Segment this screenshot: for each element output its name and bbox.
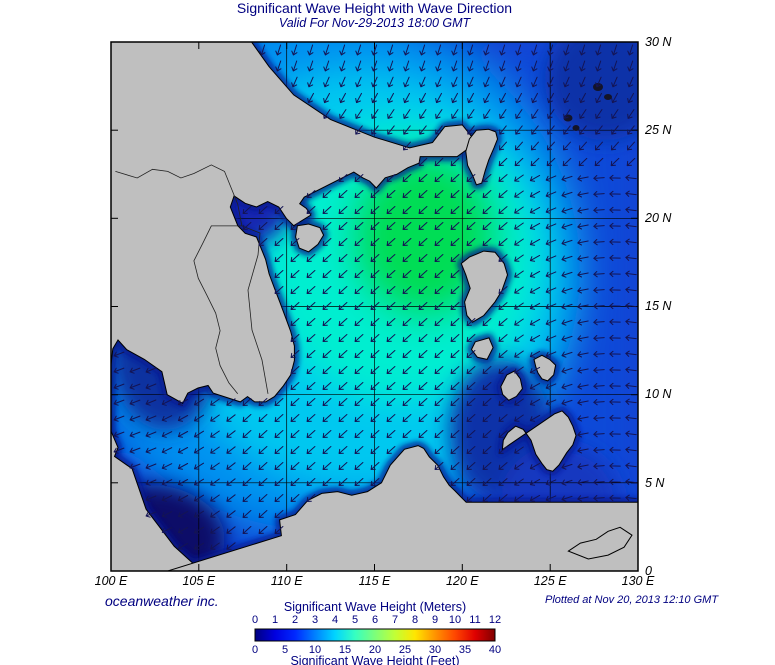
svg-text:20 N: 20 N: [644, 211, 672, 225]
svg-text:3: 3: [312, 614, 318, 626]
svg-text:105 E: 105 E: [182, 574, 215, 588]
svg-text:30 N: 30 N: [645, 35, 672, 49]
svg-text:6: 6: [372, 614, 378, 626]
svg-text:Significant Wave Height (Feet): Significant Wave Height (Feet): [290, 654, 459, 665]
svg-text:11: 11: [469, 614, 480, 626]
svg-text:oceanweather inc.: oceanweather inc.: [105, 593, 219, 609]
svg-text:5: 5: [352, 614, 358, 626]
svg-text:Plotted at Nov 20, 2013 12:10: Plotted at Nov 20, 2013 12:10 GMT: [545, 594, 719, 606]
svg-text:Significant Wave Height with W: Significant Wave Height with Wave Direct…: [237, 0, 512, 16]
svg-text:10: 10: [449, 614, 461, 626]
svg-text:0: 0: [252, 644, 258, 656]
svg-text:12: 12: [489, 614, 501, 626]
svg-text:1: 1: [272, 614, 278, 626]
svg-text:40: 40: [489, 644, 501, 656]
svg-text:8: 8: [412, 614, 418, 626]
svg-text:7: 7: [392, 614, 398, 626]
svg-text:Significant Wave Height (Meter: Significant Wave Height (Meters): [284, 600, 466, 614]
svg-text:9: 9: [432, 614, 438, 626]
svg-text:Valid For Nov-29-2013 18:00 GM: Valid For Nov-29-2013 18:00 GMT: [279, 16, 472, 30]
svg-text:110 E: 110 E: [271, 574, 303, 588]
svg-text:5: 5: [282, 644, 288, 656]
svg-text:4: 4: [332, 614, 338, 626]
svg-text:25 N: 25 N: [644, 123, 672, 137]
svg-text:5 N: 5 N: [645, 476, 665, 490]
svg-text:0: 0: [252, 614, 258, 626]
svg-text:125 E: 125 E: [534, 574, 567, 588]
svg-text:100 E: 100 E: [95, 574, 128, 588]
svg-text:0: 0: [645, 564, 652, 578]
svg-text:15 N: 15 N: [645, 299, 672, 313]
svg-text:35: 35: [459, 644, 471, 656]
svg-text:2: 2: [292, 614, 298, 626]
svg-text:120 E: 120 E: [446, 574, 479, 588]
svg-text:115 E: 115 E: [359, 574, 391, 588]
svg-text:10 N: 10 N: [645, 387, 672, 401]
